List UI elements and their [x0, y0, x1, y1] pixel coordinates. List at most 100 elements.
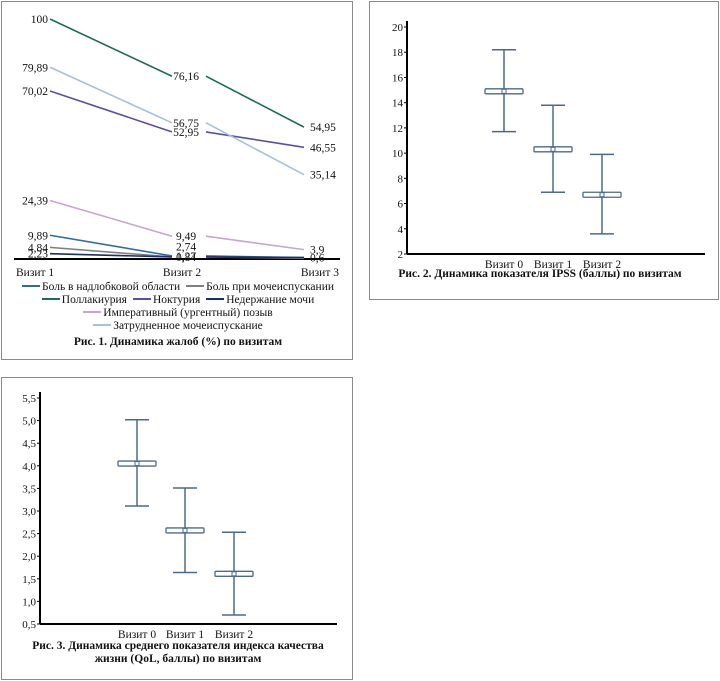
data-label: 0,6 [310, 253, 325, 265]
data-label: 35,14 [310, 170, 336, 182]
y-tick-label: 2,0 [22, 551, 36, 563]
figure-3-panel: 0,5 1,0 1,5 2,0 2,5 3,0 3,5 4,0 4,5 5,0 5,5 Визит 0… [1, 377, 353, 680]
series-6 [49, 199, 305, 251]
errorbar-mean-marker [550, 146, 556, 152]
y-tick-label: 18 [392, 47, 404, 59]
data-label: 1,27 [176, 251, 196, 263]
figure-1-caption: Рис. 1. Динамика жалоб (%) по визитам [73, 336, 283, 348]
y-tick-label: 2 [398, 249, 404, 261]
data-label: 79,89 [22, 62, 48, 74]
series-line-segment [205, 122, 305, 176]
data-label: 24,39 [22, 195, 48, 207]
y-tick-label: 14 [392, 98, 404, 110]
series-line-segment [205, 256, 305, 259]
legend-label: Поллакиурия [61, 294, 127, 306]
y-tick-label: 3,5 [22, 483, 36, 495]
errorbar-2 [533, 104, 573, 193]
series-line-segment [205, 131, 305, 149]
series-3 [49, 18, 305, 128]
errorbar-mean-marker [182, 527, 188, 533]
legend-swatch [132, 298, 151, 301]
y-tick-label: 20 [392, 22, 404, 34]
y-tick-label: 5,0 [22, 416, 36, 428]
legend-row: Затрудненное мочеиспускание [2, 320, 354, 333]
data-label: 46,55 [310, 142, 336, 154]
legend-swatch [186, 285, 205, 288]
data-label: 56,75 [173, 118, 199, 130]
legend-item: Недержание мочи [206, 294, 314, 307]
ipss-errorbar-chart: 2 4 6 8 10 12 14 16 18 20 Визит 0 Визит 1 Визит 2 [392, 21, 705, 271]
errorbar-2 [165, 487, 205, 574]
errorbar-3 [582, 153, 622, 235]
series-line-segment [49, 199, 173, 237]
legend-item: Затрудненное мочеиспускание [93, 320, 263, 333]
legend-swatch [41, 298, 60, 301]
errorbar-3 [214, 531, 254, 616]
figure-2-caption: Рис. 2. Динамика показателя IPSS (баллы)… [398, 268, 682, 280]
y-tick-label: 3,0 [22, 506, 36, 518]
legend-label: Боль в надлобковой области [42, 281, 181, 293]
legend-label: Ноктурия [152, 294, 201, 306]
errorbar-1 [117, 418, 157, 507]
legend-row: Поллакиурия Ноктурия Недержание мочи [2, 294, 354, 307]
series-line-segment [49, 246, 173, 258]
data-label: 76,16 [173, 71, 199, 83]
data-label: 54,95 [310, 122, 336, 134]
series-line-segment [49, 18, 173, 77]
legend-item: Ноктурия [132, 294, 201, 307]
legend-label: Затрудненное мочеиспускание [113, 320, 263, 332]
data-label: 2,23 [28, 249, 48, 261]
x-tick-label: Визит 2 [215, 629, 253, 641]
complaints-line-chart: 9,89 1,27 4,84 100 76,16 54,95 70,02 52,95 46,55… [14, 14, 340, 279]
errorbar-1 [484, 48, 524, 133]
y-tick-label: 4,0 [22, 461, 36, 473]
errorbar-mean-marker [599, 192, 605, 198]
errorbar-mean-marker [501, 88, 507, 94]
data-label: 2,74 [176, 241, 196, 253]
figure-3-caption-line-1: Рис. 3. Динамика среднего показателя инд… [32, 640, 324, 652]
figure-3-caption: Рис. 3. Динамика среднего показателя инд… [2, 640, 354, 666]
x-tick-label: Визит 2 [583, 259, 621, 271]
y-tick-label: 12 [392, 123, 403, 135]
legend-swatch [93, 324, 112, 327]
x-tick-label: Визит 3 [301, 267, 339, 279]
legend-item: Боль в надлобковой области [22, 281, 180, 294]
data-label: 9,89 [28, 230, 48, 242]
series-4 [49, 90, 305, 149]
legend-label: Императивный (ургентный) позыв [103, 307, 273, 319]
legend-row: Императивный (ургентный) позыв [2, 307, 354, 320]
y-tick-label: 10 [392, 148, 404, 160]
data-label: 9,49 [176, 231, 196, 243]
series-line-segment [49, 234, 173, 257]
series-line-segment [49, 90, 173, 133]
y-tick-label: 1,0 [22, 596, 36, 608]
data-label: 4,84 [28, 242, 48, 254]
y-tick-label: 4,5 [22, 438, 36, 450]
x-tick-label: Визит 0 [485, 259, 523, 271]
x-tick-label: Визит 1 [534, 259, 572, 271]
legend-swatch [206, 298, 225, 301]
y-tick-label: 6 [398, 199, 404, 211]
y-tick-label: 4 [398, 224, 404, 236]
figure-1-legend: Боль в надлобковой области Боль при мочеи… [2, 281, 354, 333]
series-7 [49, 66, 305, 176]
legend-item: Императивный (ургентный) позыв [83, 307, 273, 320]
figure-3-caption-line-2: жизни (QoL, баллы) по визитам [94, 653, 262, 665]
data-label: 100 [31, 14, 49, 26]
x-tick-label: Визит 1 [166, 629, 204, 641]
legend-row: Боль в надлобковой области Боль при мочеи… [2, 281, 354, 294]
series-5 [49, 252, 305, 259]
y-tick-label: 0,5 [22, 619, 36, 631]
series-line-segment [49, 66, 173, 124]
legend-label: Боль при мочеиспускании [206, 281, 334, 293]
x-tick-label: Визит 1 [16, 267, 54, 279]
errorbar-mean-marker [134, 461, 140, 467]
legend-item: Боль при мочеиспускании [186, 281, 334, 294]
x-tick-label: Визит 2 [163, 267, 201, 279]
legend-swatch [83, 311, 102, 314]
series-line-segment [205, 235, 305, 251]
y-tick-label: 8 [398, 173, 404, 185]
y-tick-label: 16 [392, 72, 404, 84]
y-tick-label: 1,5 [22, 574, 36, 586]
series-line-segment [205, 75, 305, 128]
